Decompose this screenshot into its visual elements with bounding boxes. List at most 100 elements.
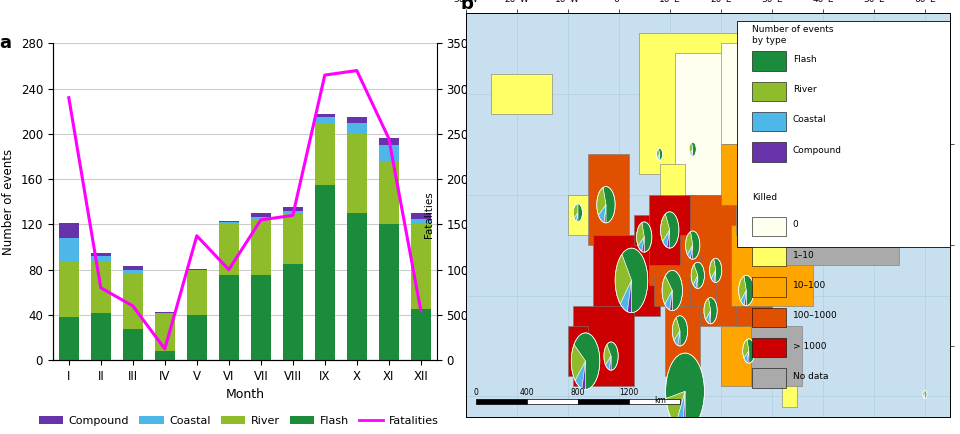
Text: 1200: 1200	[619, 388, 638, 398]
Wedge shape	[607, 342, 618, 370]
Bar	[155, 312, 175, 314]
Wedge shape	[762, 232, 767, 245]
Bar	[752, 368, 785, 388]
Bar	[726, 144, 761, 184]
X-axis label: Month: Month	[226, 388, 264, 401]
Bar	[567, 195, 588, 235]
Bar	[639, 33, 777, 174]
Wedge shape	[714, 270, 715, 283]
Wedge shape	[691, 142, 696, 156]
Bar	[573, 306, 634, 386]
Bar	[347, 117, 367, 122]
Bar	[59, 261, 79, 317]
Text: a: a	[0, 34, 11, 52]
Wedge shape	[744, 290, 746, 306]
Wedge shape	[714, 258, 722, 283]
Wedge shape	[610, 356, 611, 370]
Bar	[91, 312, 110, 360]
Wedge shape	[638, 237, 644, 251]
Bar	[123, 329, 143, 360]
Wedge shape	[693, 275, 698, 288]
Bar	[283, 211, 302, 213]
Bar	[752, 112, 785, 131]
Bar	[772, 124, 900, 265]
Text: River: River	[793, 85, 816, 94]
Bar	[752, 51, 785, 71]
Legend: Compound, Coastal, River, Flash, Fatalities: Compound, Coastal, River, Flash, Fatalit…	[35, 412, 444, 431]
Bar	[752, 247, 785, 266]
Text: 10–100: 10–100	[793, 281, 827, 290]
Text: 100–1000: 100–1000	[793, 311, 837, 320]
Bar	[219, 275, 239, 360]
Wedge shape	[666, 391, 685, 425]
Bar	[752, 217, 785, 236]
Bar	[588, 154, 629, 245]
Text: b: b	[461, 0, 473, 13]
Bar	[752, 326, 803, 386]
Wedge shape	[662, 230, 670, 247]
Bar	[721, 326, 756, 386]
Wedge shape	[582, 361, 586, 389]
Bar	[379, 224, 398, 360]
Wedge shape	[738, 276, 746, 301]
Bar	[123, 266, 143, 270]
Bar	[187, 269, 206, 270]
Wedge shape	[622, 248, 648, 313]
Bar	[315, 122, 335, 185]
Bar	[411, 224, 431, 309]
Wedge shape	[683, 391, 685, 430]
Bar	[685, 276, 715, 316]
Bar	[655, 275, 690, 306]
Text: Fatalities: Fatalities	[424, 191, 434, 238]
Wedge shape	[691, 265, 698, 285]
Text: Coastal: Coastal	[793, 115, 827, 125]
Wedge shape	[597, 187, 606, 215]
Wedge shape	[708, 298, 717, 324]
Wedge shape	[620, 280, 632, 312]
Wedge shape	[662, 276, 672, 304]
Text: No data: No data	[793, 372, 828, 381]
Bar	[347, 213, 367, 360]
Bar	[91, 253, 110, 256]
Text: 0: 0	[793, 220, 799, 230]
Wedge shape	[923, 391, 924, 397]
Wedge shape	[574, 213, 578, 221]
Text: > 1000: > 1000	[793, 342, 827, 351]
Wedge shape	[747, 339, 755, 363]
Bar	[219, 224, 239, 275]
Bar	[283, 213, 302, 264]
Bar	[731, 225, 812, 306]
Bar	[347, 122, 367, 134]
Wedge shape	[604, 205, 606, 223]
Bar	[411, 213, 431, 219]
Wedge shape	[576, 213, 578, 222]
Wedge shape	[744, 351, 749, 362]
Bar	[91, 256, 110, 262]
Wedge shape	[744, 276, 754, 306]
Wedge shape	[672, 318, 680, 341]
Wedge shape	[604, 345, 611, 365]
Bar	[752, 338, 785, 357]
Bar	[379, 162, 398, 224]
Wedge shape	[603, 187, 615, 223]
Wedge shape	[660, 214, 670, 242]
Bar	[347, 134, 367, 213]
Wedge shape	[657, 148, 660, 158]
Bar	[701, 255, 736, 296]
Bar	[411, 309, 431, 360]
Bar	[59, 317, 79, 360]
Bar	[187, 315, 206, 360]
Bar	[664, 306, 701, 376]
Bar	[695, 286, 736, 326]
Text: 400: 400	[519, 388, 534, 398]
Wedge shape	[665, 270, 683, 311]
Bar	[59, 224, 79, 238]
Wedge shape	[690, 231, 700, 259]
Wedge shape	[642, 237, 644, 252]
Bar	[219, 221, 239, 222]
Bar	[379, 138, 398, 145]
Text: 0: 0	[473, 388, 478, 398]
Wedge shape	[667, 230, 670, 248]
Wedge shape	[665, 212, 679, 248]
Bar	[379, 145, 398, 162]
